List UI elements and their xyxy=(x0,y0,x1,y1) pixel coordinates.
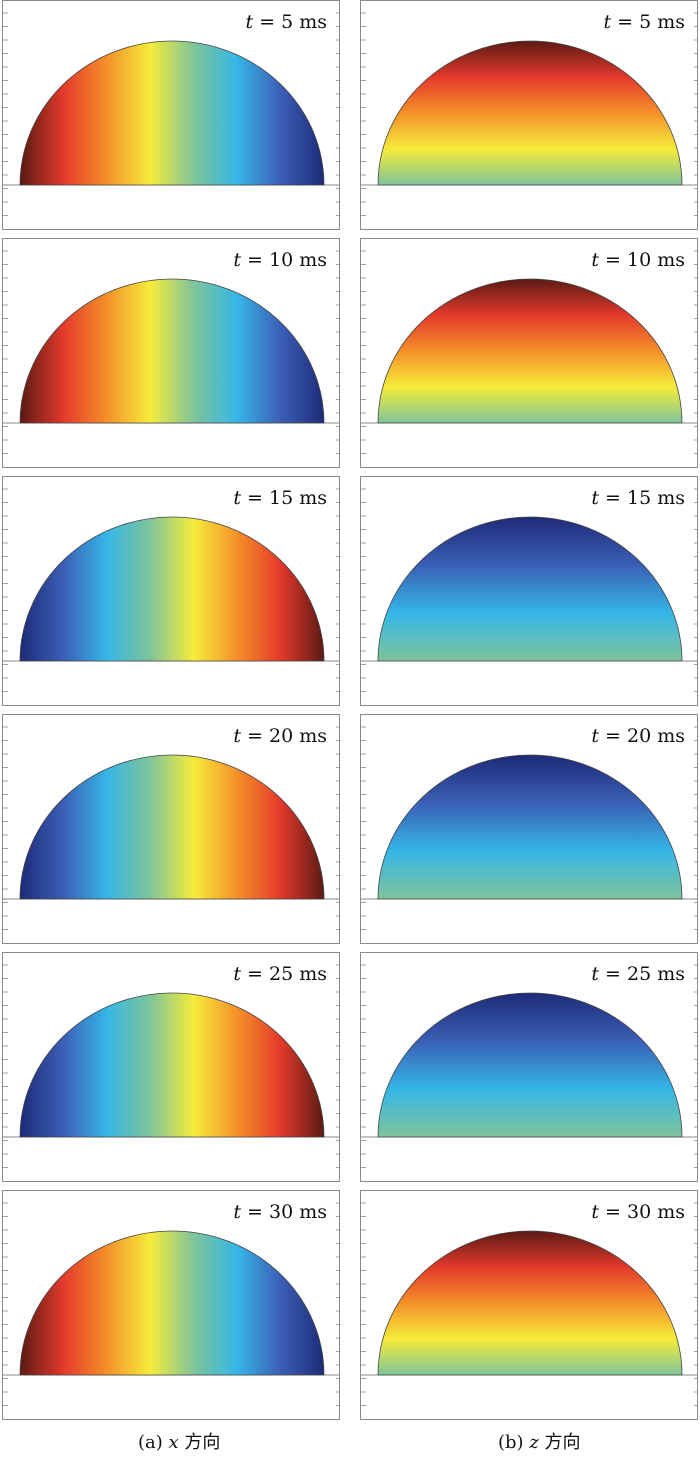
dome-field xyxy=(19,1230,325,1376)
plot-z-t1: t = 10 ms xyxy=(360,238,698,468)
plot-x-t1: t = 10 ms xyxy=(2,238,340,468)
time-label: t = 30 ms xyxy=(233,1201,327,1223)
time-label: t = 25 ms xyxy=(233,963,327,985)
dome-field xyxy=(19,992,325,1138)
time-label: t = 30 ms xyxy=(591,1201,685,1223)
dome-field xyxy=(377,992,683,1138)
dome-field xyxy=(377,754,683,900)
dome-field xyxy=(19,278,325,424)
plot-x-t3: t = 20 ms xyxy=(2,714,340,944)
dome-field xyxy=(19,754,325,900)
field-plot xyxy=(3,726,339,930)
time-label: t = 5 ms xyxy=(245,11,327,33)
plot-z-t2: t = 15 ms xyxy=(360,476,698,706)
dome-field xyxy=(377,40,683,186)
field-plot xyxy=(361,964,697,1168)
dome-field xyxy=(19,40,325,186)
field-plot xyxy=(3,1202,339,1406)
field-plot xyxy=(3,964,339,1168)
plot-x-t0: t = 5 ms xyxy=(2,0,340,230)
field-plot xyxy=(3,488,339,692)
field-plot xyxy=(361,726,697,930)
caption-a: (a) x 方向 xyxy=(138,1432,221,1453)
time-label: t = 15 ms xyxy=(233,487,327,509)
dome-field xyxy=(377,1230,683,1376)
field-plot xyxy=(3,12,339,216)
caption-b: (b) z 方向 xyxy=(498,1432,581,1453)
plot-z-t5: t = 30 ms xyxy=(360,1190,698,1420)
time-label: t = 10 ms xyxy=(591,249,685,271)
plot-x-t5: t = 30 ms xyxy=(2,1190,340,1420)
dome-field xyxy=(377,516,683,662)
plot-z-t3: t = 20 ms xyxy=(360,714,698,944)
dome-field xyxy=(19,516,325,662)
time-label: t = 25 ms xyxy=(591,963,685,985)
field-plot xyxy=(361,1202,697,1406)
field-plot xyxy=(361,488,697,692)
plot-x-t2: t = 15 ms xyxy=(2,476,340,706)
time-label: t = 15 ms xyxy=(591,487,685,509)
time-label: t = 20 ms xyxy=(233,725,327,747)
time-label: t = 10 ms xyxy=(233,249,327,271)
plot-z-t0: t = 5 ms xyxy=(360,0,698,230)
plot-z-t4: t = 25 ms xyxy=(360,952,698,1182)
plot-x-t4: t = 25 ms xyxy=(2,952,340,1182)
field-plot xyxy=(3,250,339,454)
time-label: t = 5 ms xyxy=(603,11,685,33)
dome-field xyxy=(377,278,683,424)
time-label: t = 20 ms xyxy=(591,725,685,747)
field-plot xyxy=(361,250,697,454)
field-plot xyxy=(361,12,697,216)
